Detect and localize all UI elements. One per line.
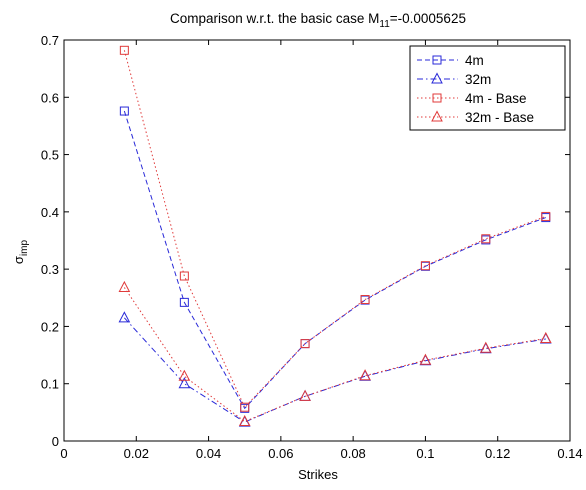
x-tick-label: 0.04: [196, 446, 221, 461]
data-point: [359, 369, 371, 381]
series-line: [123, 50, 546, 409]
series-32m-base: [118, 280, 552, 427]
data-point: [119, 106, 129, 116]
data-point: [360, 295, 370, 305]
y-tick-label: 0.7: [41, 33, 59, 48]
legend-label: 4m - Base: [465, 91, 527, 106]
svg-text:σimp: σimp: [11, 239, 30, 264]
data-point: [118, 311, 131, 323]
legend: 4m 32m 4m - Base 32m - Base: [409, 45, 566, 131]
data-point: [238, 415, 251, 427]
data-point: [541, 211, 551, 221]
data-point: [118, 280, 131, 292]
data-point: [420, 261, 430, 271]
series-line: [123, 110, 546, 410]
y-axis-label-subscript: imp: [19, 239, 30, 256]
plot-area-frame: [63, 39, 571, 442]
legend-marker: [432, 55, 442, 65]
data-point: [119, 45, 129, 55]
y-axis-label: σimp: [11, 239, 30, 264]
series-line: [123, 317, 546, 423]
data-point: [299, 389, 311, 401]
legend-item: 32m: [417, 72, 491, 87]
legend-item: 4m: [417, 53, 484, 68]
legend-marker: [431, 110, 443, 122]
legend-label: 32m - Base: [465, 110, 534, 125]
data-point: [178, 369, 191, 381]
y-tick-label: 0.5: [41, 148, 59, 163]
x-tick-label: 0.1: [416, 446, 434, 461]
y-tick-label: 0: [52, 434, 59, 449]
legend-item: 4m - Base: [417, 91, 527, 106]
legend-label: 32m: [465, 72, 491, 87]
legend-marker: [431, 72, 443, 84]
x-tick-label: 0.12: [485, 446, 510, 461]
x-axis-label: Strikes: [298, 467, 338, 482]
data-point: [240, 402, 250, 412]
legend-label: 4m: [465, 53, 484, 68]
y-tick-label: 0.4: [41, 205, 59, 220]
x-tick-label: 0.02: [124, 446, 149, 461]
chart-title: Comparison w.r.t. the basic case M11=-0.…: [170, 11, 466, 30]
y-tick-label: 0.6: [41, 90, 59, 105]
series-4m-base: [119, 45, 551, 412]
data-point: [360, 295, 370, 305]
data-point: [179, 297, 189, 307]
data-point: [539, 332, 552, 344]
legend-item: 32m - Base: [417, 110, 534, 125]
x-tick-label: 0: [60, 446, 67, 461]
data-point: [179, 271, 189, 281]
data-point: [178, 377, 191, 389]
y-tick-label: 0.2: [41, 319, 59, 334]
data-point: [539, 331, 552, 343]
series-32m: [118, 311, 552, 427]
y-tick-label: 0.1: [41, 377, 59, 392]
series-line: [123, 287, 546, 423]
series-4m: [119, 106, 551, 413]
data-point: [300, 339, 310, 349]
data-point: [479, 342, 492, 354]
data-point: [481, 234, 491, 244]
data-point: [419, 353, 432, 365]
x-tick-label: 0.14: [557, 446, 582, 461]
data-point: [238, 414, 251, 427]
y-tick-label: 0.3: [41, 262, 59, 277]
x-tick-label: 0.08: [340, 446, 365, 461]
data-point: [479, 341, 492, 353]
x-tick-label: 0.06: [268, 446, 293, 461]
legend-marker: [432, 93, 442, 103]
chart-title-subscript: 11: [379, 19, 390, 30]
